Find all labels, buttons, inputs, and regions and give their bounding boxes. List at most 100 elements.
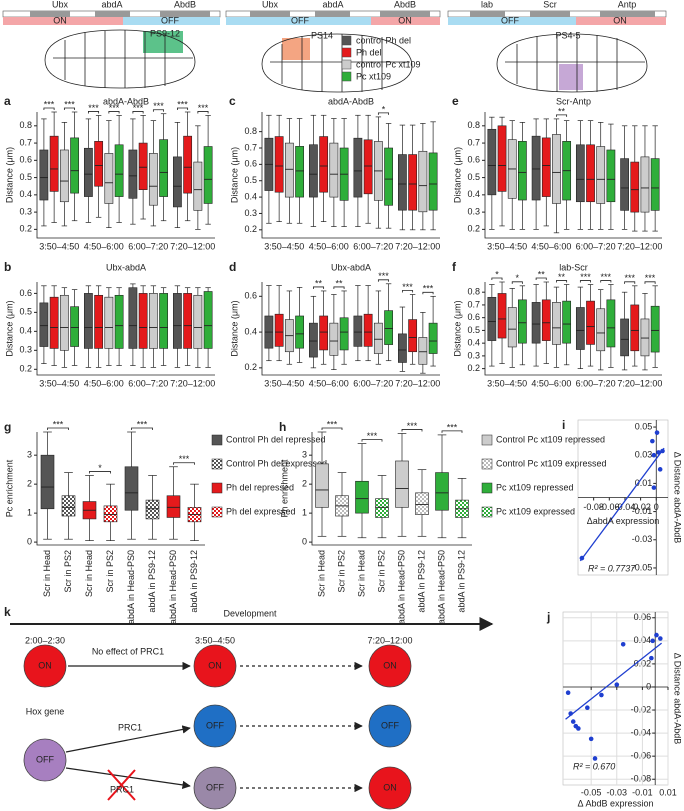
x-tick-label: 0.01 [659,787,677,797]
y-tick-label: 0.4 [19,189,32,199]
gene-label: abdA [322,0,343,9]
significance: ** [558,272,566,282]
y-tick-label: 2 [302,479,307,489]
box [428,152,438,211]
legend-label: Pc xt109 repressed [496,482,574,492]
y-tick-label: 0.4 [244,326,257,336]
legend-label: Pc xt109 [356,71,391,81]
box [295,315,304,349]
y-tick-label: 0.8 [19,120,32,130]
box [329,322,339,356]
box [104,296,114,349]
legend-label: Control Pc xt109 repressed [496,434,605,444]
box [531,135,541,201]
y-tick-label: 0.3 [467,350,480,360]
gene-label: AbdB [174,0,196,9]
legend-label: Control Pc xt109 expressed [496,458,607,468]
note: PRC1 [118,722,142,732]
box [173,293,182,349]
significance: *** [378,271,389,281]
chart-title: Scr-Antp [556,96,591,106]
significance-bracket [47,427,69,430]
gene-label: Antp [618,0,637,9]
box [418,337,428,365]
note: PRC1 [110,784,134,794]
box [94,141,104,187]
box [339,317,349,351]
annotation: R² = 0.670 [573,761,615,771]
box [650,305,660,353]
box [541,299,551,341]
y-tick-label: 0.5 [467,325,480,335]
significance-bracket [312,286,325,289]
box [435,472,449,511]
panel-label: a [4,94,11,108]
gene-label: lab [481,0,493,9]
y-axis-label: Δ Distance abdA-AbdB [673,452,683,544]
box [145,499,160,520]
significance-bracket [333,286,345,289]
panel-label: b [4,260,11,274]
box [284,142,294,198]
point [660,448,665,454]
box [166,495,181,518]
y-axis-label: Ph enrichment [279,459,289,518]
significance-bracket [556,280,568,283]
state-label: OFF [381,720,399,730]
x-tick-label: 6:00–7:20 [576,241,616,251]
state-circle [193,766,237,810]
y-axis-label: Pc enrichment [4,459,14,517]
x-tick-label: Scr in Head [42,550,52,597]
x-tick-label: -0.05 [581,787,602,797]
box [274,313,284,347]
significance: *** [53,419,64,429]
y-tick-label: -0.02 [631,704,652,714]
legend-label: control Pc xt109 [356,59,421,69]
box [552,134,561,204]
box [408,154,418,211]
y-axis-label: Distance (μm) [452,300,462,356]
chart-title: lab-Scr [559,262,588,272]
time-label: 7:20–12:00 [367,635,412,645]
legend-label: Control Ph del repressed [226,434,326,444]
box [203,146,213,204]
x-axis-label: Δ AbdB expression [577,798,653,808]
legend-swatch [211,482,223,494]
point [650,438,655,444]
box [148,293,158,349]
box [295,146,304,198]
axis [261,282,440,376]
significance-bracket [108,111,120,114]
x-tick-label: 7:20–12:00 [617,241,662,251]
x-tick-label: -0.03 [607,787,628,797]
significance-bracket [624,281,636,284]
x-tick-label: abdA in Head-PS0 [436,550,446,624]
box [70,306,79,347]
significance-bracket [87,111,100,114]
state-label: ON [398,15,412,25]
y-tick-label: 0.3 [19,345,32,355]
box [61,495,76,517]
legend-label: Ph del repressed [226,482,294,492]
note: No effect of PRC1 [92,646,164,656]
significance-bracket [441,430,463,433]
box [128,287,138,349]
box [353,137,363,198]
box [518,141,527,201]
box [606,299,616,348]
significance: *** [580,272,591,282]
x-tick-label: 4:50–6:00 [84,378,124,388]
plot-frame [562,611,669,786]
box [531,302,541,344]
panel-label: e [452,94,459,108]
significance: * [382,104,386,114]
box [363,139,373,195]
y-axis-label: Distance (μm) [4,147,14,203]
significance: *** [601,272,612,282]
y-tick-label: 0.3 [244,208,257,218]
box [373,322,383,354]
gene-label: Scr [543,0,557,9]
significance: *** [367,431,378,441]
state-label: ON [383,782,397,792]
y-tick-label: 0.3 [19,206,32,216]
